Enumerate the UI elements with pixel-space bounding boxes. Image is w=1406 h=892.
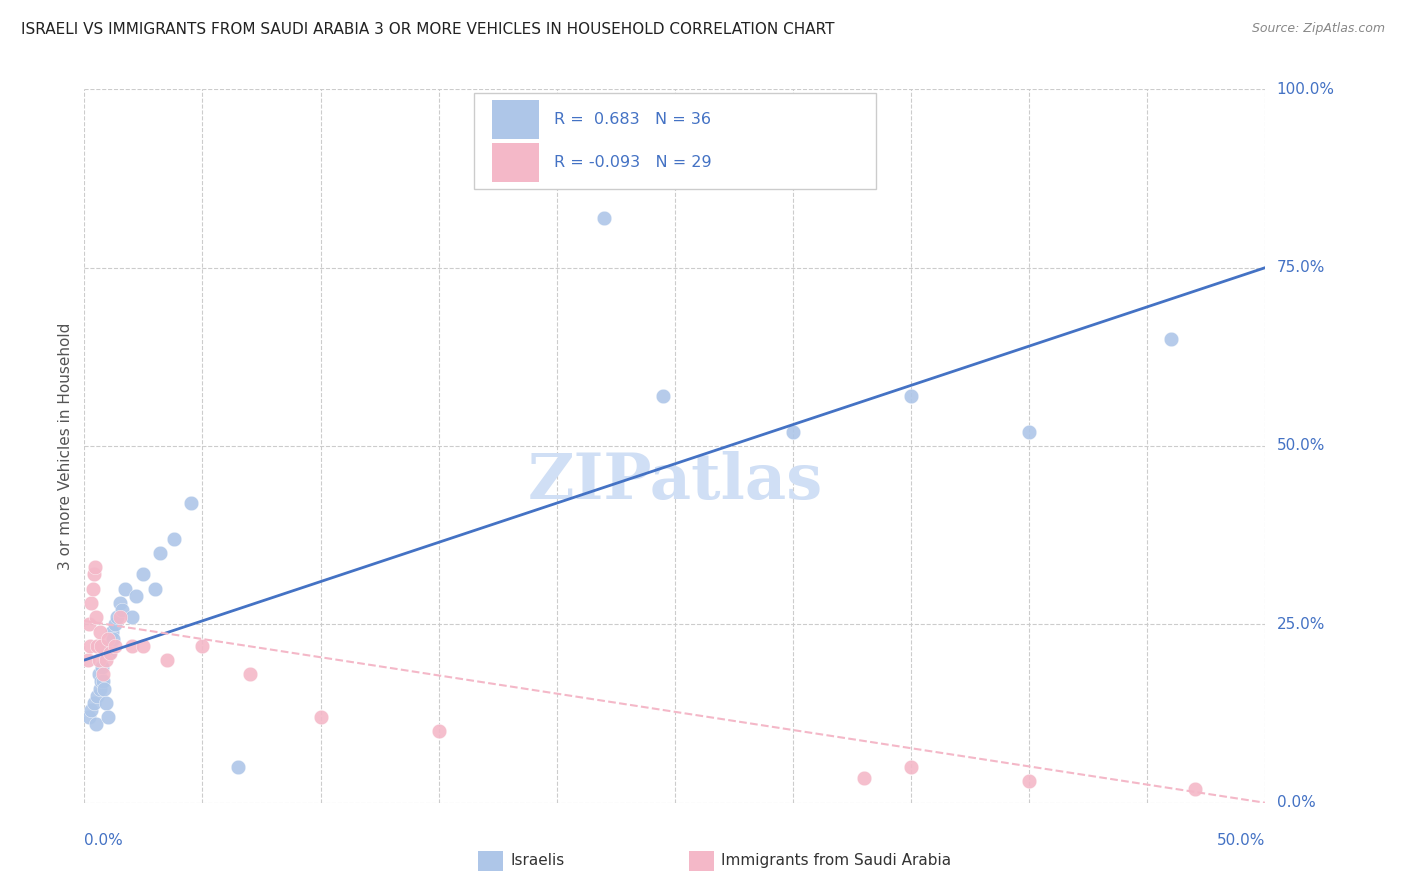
Point bbox=[94, 696, 117, 710]
Point bbox=[108, 596, 131, 610]
Point bbox=[593, 211, 616, 225]
Point bbox=[77, 710, 100, 724]
Text: 0.0%: 0.0% bbox=[1277, 796, 1315, 810]
Point bbox=[84, 717, 107, 731]
Text: 75.0%: 75.0% bbox=[1277, 260, 1324, 275]
Bar bbox=[492, 100, 538, 139]
Point bbox=[87, 653, 110, 667]
Point bbox=[104, 639, 127, 653]
Point bbox=[84, 610, 107, 624]
Point bbox=[143, 582, 166, 596]
Text: 100.0%: 100.0% bbox=[1277, 82, 1334, 96]
Text: R = -0.093   N = 29: R = -0.093 N = 29 bbox=[554, 154, 711, 169]
Text: Israelis: Israelis bbox=[510, 854, 565, 868]
Point bbox=[132, 639, 155, 653]
Point bbox=[107, 610, 129, 624]
Point bbox=[1018, 425, 1040, 439]
Point bbox=[121, 610, 143, 624]
Point bbox=[309, 710, 332, 724]
Point bbox=[427, 724, 450, 739]
Y-axis label: 3 or more Vehicles in Household: 3 or more Vehicles in Household bbox=[58, 322, 73, 570]
Text: R =  0.683   N = 36: R = 0.683 N = 36 bbox=[554, 112, 711, 128]
Point bbox=[900, 389, 922, 403]
Point bbox=[180, 496, 202, 510]
Point bbox=[86, 689, 108, 703]
Point bbox=[91, 660, 114, 674]
Point bbox=[82, 582, 104, 596]
Point bbox=[77, 653, 100, 667]
Point bbox=[98, 639, 121, 653]
Point bbox=[101, 632, 124, 646]
Point bbox=[90, 674, 112, 689]
Point bbox=[80, 596, 103, 610]
Point bbox=[83, 567, 105, 582]
Text: ZIPatlas: ZIPatlas bbox=[527, 451, 823, 512]
Point bbox=[156, 653, 179, 667]
Point bbox=[100, 624, 122, 639]
Point bbox=[121, 639, 143, 653]
Point bbox=[163, 532, 186, 546]
Point bbox=[91, 674, 114, 689]
Text: Immigrants from Saudi Arabia: Immigrants from Saudi Arabia bbox=[721, 854, 952, 868]
Point bbox=[852, 771, 875, 785]
Point bbox=[80, 703, 103, 717]
Point bbox=[900, 760, 922, 774]
Point bbox=[98, 646, 121, 660]
Point bbox=[111, 603, 134, 617]
Point bbox=[89, 624, 111, 639]
Point bbox=[114, 582, 136, 596]
Point bbox=[1160, 332, 1182, 346]
Point bbox=[1184, 781, 1206, 796]
Point bbox=[191, 639, 214, 653]
Point bbox=[149, 546, 172, 560]
Text: 0.0%: 0.0% bbox=[84, 833, 124, 848]
Text: ISRAELI VS IMMIGRANTS FROM SAUDI ARABIA 3 OR MORE VEHICLES IN HOUSEHOLD CORRELAT: ISRAELI VS IMMIGRANTS FROM SAUDI ARABIA … bbox=[21, 22, 835, 37]
Point bbox=[94, 653, 117, 667]
Point bbox=[652, 389, 675, 403]
Point bbox=[84, 560, 107, 574]
Point bbox=[86, 639, 108, 653]
Point bbox=[90, 639, 112, 653]
Point bbox=[83, 696, 105, 710]
Text: 50.0%: 50.0% bbox=[1218, 833, 1265, 848]
Point bbox=[77, 617, 100, 632]
Point bbox=[91, 667, 114, 681]
Text: 50.0%: 50.0% bbox=[1277, 439, 1324, 453]
Point bbox=[97, 632, 120, 646]
Point bbox=[132, 567, 155, 582]
Point bbox=[125, 589, 148, 603]
Point bbox=[93, 681, 115, 696]
Point bbox=[97, 710, 120, 724]
Point bbox=[239, 667, 262, 681]
Point bbox=[79, 639, 101, 653]
Point bbox=[89, 681, 111, 696]
Bar bbox=[474, 93, 876, 189]
Point bbox=[1018, 774, 1040, 789]
Point bbox=[782, 425, 804, 439]
Point bbox=[87, 667, 110, 681]
Point bbox=[98, 646, 121, 660]
Text: Source: ZipAtlas.com: Source: ZipAtlas.com bbox=[1251, 22, 1385, 36]
Point bbox=[104, 617, 127, 632]
Point bbox=[226, 760, 249, 774]
Point bbox=[108, 610, 131, 624]
Text: 25.0%: 25.0% bbox=[1277, 617, 1324, 632]
Bar bbox=[492, 143, 538, 182]
